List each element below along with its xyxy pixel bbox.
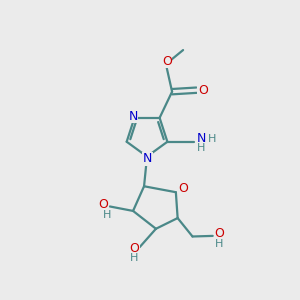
Text: O: O: [98, 198, 108, 211]
Text: O: O: [214, 227, 224, 240]
Text: N: N: [197, 132, 206, 145]
Text: N: N: [128, 110, 138, 123]
Text: N: N: [143, 152, 152, 165]
Text: O: O: [198, 84, 208, 97]
Text: O: O: [129, 242, 139, 255]
Text: H: H: [103, 210, 111, 220]
Text: H: H: [197, 143, 206, 153]
Text: H: H: [130, 253, 138, 262]
Text: O: O: [162, 55, 172, 68]
Text: H: H: [208, 134, 217, 144]
Text: H: H: [215, 239, 224, 249]
Text: O: O: [178, 182, 188, 195]
